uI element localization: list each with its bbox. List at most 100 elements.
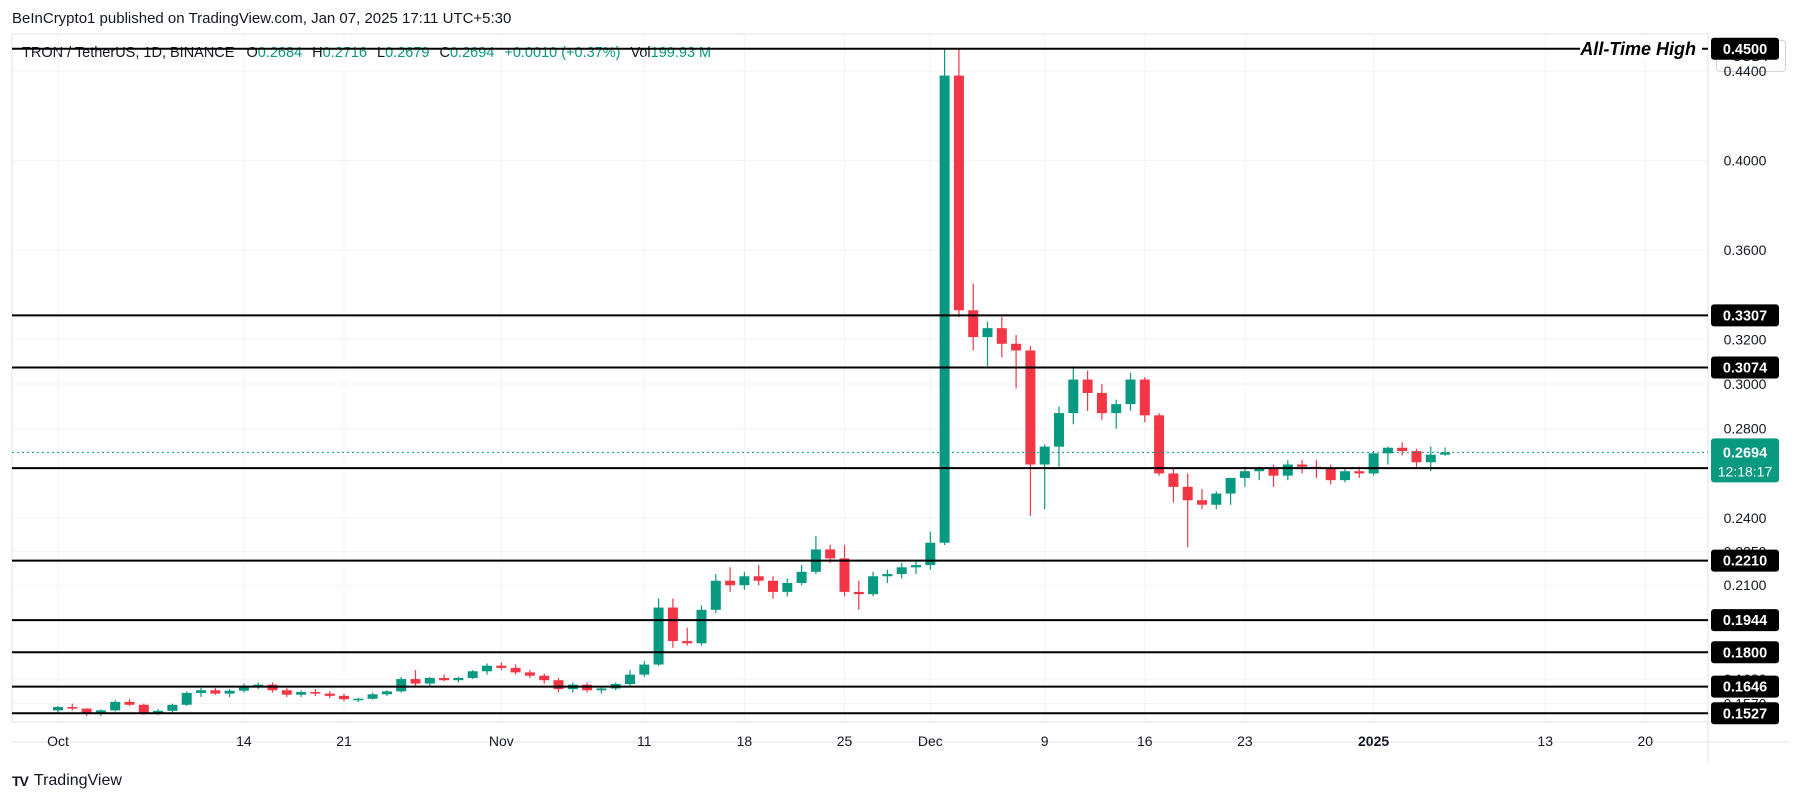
candle-body <box>1096 392 1107 414</box>
level-badge <box>1711 609 1779 632</box>
candle-body <box>524 672 535 676</box>
candle-body <box>167 704 178 711</box>
candle-body <box>1354 471 1365 474</box>
all-time-high-annotation: All-Time High <box>1579 39 1696 59</box>
level-label: 0.4500 <box>1723 42 1767 58</box>
candle-body <box>410 679 421 684</box>
candle-body <box>796 571 807 583</box>
candle-body <box>1368 453 1379 474</box>
candle-body <box>1054 413 1064 447</box>
candle-body <box>424 677 435 684</box>
candle-body <box>453 677 464 681</box>
candle-body <box>253 684 264 687</box>
candle-body <box>1139 379 1150 416</box>
candle-body <box>1340 471 1350 481</box>
candle-body <box>296 692 307 695</box>
level-label: 0.1944 <box>1723 613 1767 629</box>
candle-body <box>181 692 192 705</box>
y-tick-label: 0.2800 <box>1724 421 1767 437</box>
candle-body <box>1297 464 1308 467</box>
candle-body <box>224 690 235 694</box>
high-label: H <box>312 45 323 61</box>
candle-body <box>682 641 693 644</box>
plot-frame <box>11 33 1709 723</box>
candle-body <box>353 698 364 701</box>
x-tick-label: 20 <box>1638 733 1654 749</box>
candle-body <box>1425 454 1436 463</box>
x-tick-label: 18 <box>737 733 753 749</box>
candle-body <box>1282 464 1293 476</box>
low-label: L <box>377 45 386 61</box>
annotation-bg <box>1580 36 1702 59</box>
candle-body <box>982 328 993 338</box>
candle-body <box>753 576 764 581</box>
level-label: 0.1646 <box>1723 680 1767 696</box>
candle-body <box>53 707 63 711</box>
candle-body <box>1182 486 1193 501</box>
candle-body <box>324 693 335 696</box>
y-tick-label: 0.2400 <box>1724 510 1767 526</box>
candle-body <box>281 690 292 695</box>
tradingview-logo[interactable]: TV TradingView <box>12 772 122 790</box>
candle-body <box>853 591 864 595</box>
x-tick-label: 23 <box>1237 733 1253 749</box>
candle-body <box>1397 447 1408 452</box>
level-badge <box>1711 641 1779 664</box>
candle-body <box>138 704 149 713</box>
candle-body <box>1411 451 1422 463</box>
candle-body <box>367 694 378 699</box>
x-tick-label: 16 <box>1137 733 1153 749</box>
candle-body <box>210 690 221 694</box>
candle-body <box>1254 468 1265 472</box>
level-label: 0.3307 <box>1723 308 1767 324</box>
publish-info: BeInCrypto1 published on TradingView.com… <box>12 10 512 27</box>
candle-body <box>1382 447 1393 454</box>
last-price-label: 0.2694 <box>1723 445 1767 461</box>
candle-body <box>996 328 1007 344</box>
candle-body <box>539 675 550 681</box>
candle-body <box>768 580 778 592</box>
candle-body <box>782 582 793 592</box>
x-tick-label: 14 <box>236 733 252 749</box>
candle-body <box>124 701 135 705</box>
candle-body <box>553 680 564 690</box>
candle-body <box>1154 415 1165 474</box>
candle-body <box>153 710 164 713</box>
close-label: C <box>439 45 450 61</box>
candle-body <box>467 671 478 678</box>
candle-body <box>739 576 750 586</box>
tradingview-logo-icon: TV <box>12 773 29 789</box>
level-label: 0.2210 <box>1723 554 1767 570</box>
candle-body <box>1268 468 1279 476</box>
candle-body <box>925 542 936 566</box>
level-badge <box>1711 37 1779 60</box>
level-badge <box>1711 356 1779 379</box>
candle-body <box>67 707 78 709</box>
x-tick-label: 25 <box>837 733 853 749</box>
x-tick-label: 13 <box>1537 733 1553 749</box>
candle-body <box>1111 404 1122 414</box>
x-tick-label: Dec <box>918 733 943 749</box>
bar-countdown: 12:18:17 <box>1718 463 1773 479</box>
y-tick-label: 0.3200 <box>1724 331 1767 347</box>
candle-body <box>911 565 921 568</box>
candle-body <box>1225 477 1236 494</box>
level-badge <box>1711 304 1779 327</box>
candle-body <box>381 691 392 695</box>
candle-body <box>896 567 907 575</box>
candle-body <box>968 310 979 338</box>
candle-body <box>1168 473 1179 487</box>
candle-body <box>868 576 879 595</box>
candle-body <box>1039 446 1050 465</box>
candle-body <box>882 574 893 577</box>
candle-body <box>1440 452 1451 455</box>
candle-body <box>1082 379 1093 393</box>
level-badge <box>1711 675 1779 698</box>
candle-body <box>667 607 678 642</box>
candle-body <box>1197 500 1207 505</box>
y-tick-label: 0.4000 <box>1724 153 1767 169</box>
candle-body <box>482 665 492 672</box>
candle-body <box>396 679 407 692</box>
candle-body <box>625 674 635 685</box>
